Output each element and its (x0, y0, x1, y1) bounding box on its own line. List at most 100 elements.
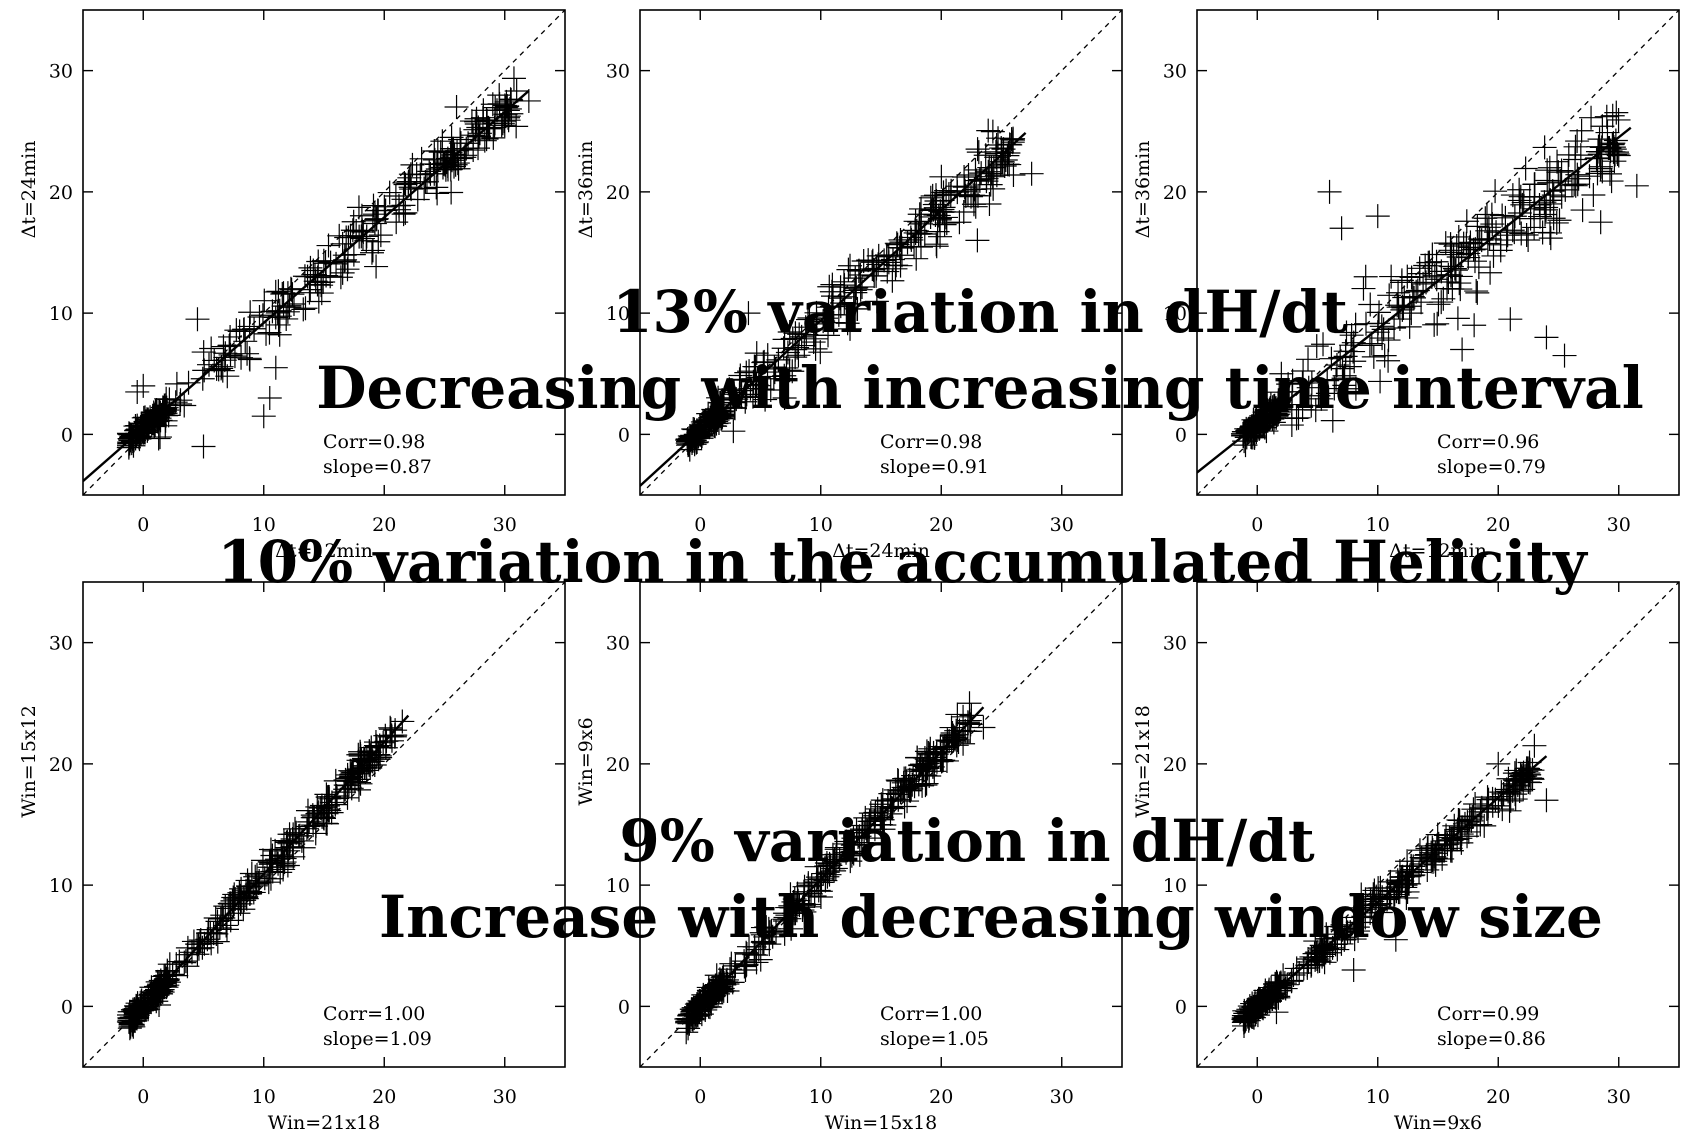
data-point (706, 385, 731, 410)
x-tick-label: 0 (1251, 1086, 1263, 1108)
data-point (1552, 343, 1577, 368)
data-point (1308, 936, 1333, 961)
data-point (1377, 283, 1402, 308)
data-point (1299, 393, 1324, 418)
data-point (448, 127, 473, 152)
data-point (1549, 184, 1574, 209)
data-point (306, 249, 331, 274)
x-tick-label: 0 (137, 1086, 149, 1108)
data-point (693, 415, 718, 440)
data-point (157, 952, 182, 977)
data-point (710, 388, 735, 413)
y-axis-label: Δt=24min (18, 141, 40, 239)
data-point (444, 95, 469, 119)
overlay-dhdt-time-variation: 13% variation in dH/dt (612, 278, 1348, 346)
data-point (908, 221, 933, 246)
y-tick-label: 10 (1163, 303, 1187, 325)
data-point (931, 199, 956, 224)
data-point (786, 888, 811, 913)
x-axis-label: Win=21x18 (268, 1112, 381, 1132)
data-point (254, 321, 279, 346)
data-point (965, 228, 990, 253)
data-point (495, 94, 520, 119)
data-point (986, 126, 1011, 151)
y-axis-label: Win=9x6 (575, 717, 597, 805)
data-point (838, 849, 863, 874)
data-point (1397, 294, 1422, 319)
data-point (787, 893, 812, 918)
data-point (461, 123, 486, 148)
data-point (201, 921, 226, 946)
data-point (155, 973, 180, 998)
y-tick-label: 20 (49, 182, 73, 204)
data-point (1585, 146, 1610, 171)
data-point (1382, 316, 1407, 341)
data-point (323, 768, 348, 793)
data-point (335, 785, 360, 810)
data-point (265, 300, 290, 325)
y-tick-label: 0 (61, 424, 73, 446)
data-point (399, 177, 424, 202)
data-point (424, 175, 449, 200)
data-point (1368, 369, 1393, 394)
data-point (1594, 104, 1619, 129)
data-point (853, 805, 878, 830)
data-point (1359, 331, 1384, 356)
data-point (748, 947, 773, 972)
data-point (876, 250, 901, 275)
data-point (742, 942, 767, 967)
data-point (1605, 140, 1630, 165)
data-point (838, 316, 863, 341)
data-point (772, 907, 797, 932)
data-point (359, 240, 384, 265)
data-point (1498, 788, 1523, 813)
data-point (831, 269, 856, 294)
data-point (364, 254, 389, 279)
data-point (909, 211, 934, 236)
data-point (905, 745, 930, 770)
correlation-label: Corr=0.96 (1437, 431, 1539, 453)
x-tick-label: 0 (694, 514, 706, 536)
data-point (718, 957, 743, 982)
x-tick-label: 10 (252, 514, 276, 536)
data-point (1330, 356, 1355, 381)
data-point (880, 268, 905, 293)
data-point (1330, 917, 1355, 942)
data-point (947, 210, 972, 235)
y-tick-label: 20 (606, 182, 630, 204)
data-point (1549, 158, 1574, 183)
data-point (1559, 173, 1584, 198)
data-point (1311, 332, 1336, 357)
data-point (1366, 876, 1391, 901)
data-point (775, 340, 800, 365)
data-point (1370, 326, 1395, 351)
data-point (744, 341, 769, 366)
data-point (330, 231, 355, 256)
data-point (907, 757, 932, 782)
data-point (1518, 206, 1543, 231)
data-point (892, 794, 917, 819)
y-tick-label: 10 (49, 875, 73, 897)
data-point (1263, 396, 1288, 421)
data-point (792, 899, 817, 924)
data-point (1376, 328, 1401, 353)
data-point (260, 299, 285, 324)
data-point (1497, 798, 1522, 823)
plot-frame (1196, 581, 1680, 1068)
data-point (1333, 344, 1358, 369)
data-point (330, 260, 355, 285)
data-point (1315, 381, 1340, 406)
y-tick-label: 30 (1163, 61, 1187, 83)
data-point (864, 289, 889, 314)
data-point (334, 225, 359, 250)
data-point (125, 379, 150, 404)
data-point (714, 967, 739, 992)
data-point (797, 305, 822, 330)
data-point (363, 733, 388, 758)
y-tick-label: 0 (618, 424, 630, 446)
x-tick-label: 10 (252, 1086, 276, 1108)
y-tick-label: 30 (606, 633, 630, 655)
data-point (845, 296, 870, 321)
slope-label: slope=1.05 (880, 1028, 989, 1050)
x-tick-label: 0 (1251, 514, 1263, 536)
